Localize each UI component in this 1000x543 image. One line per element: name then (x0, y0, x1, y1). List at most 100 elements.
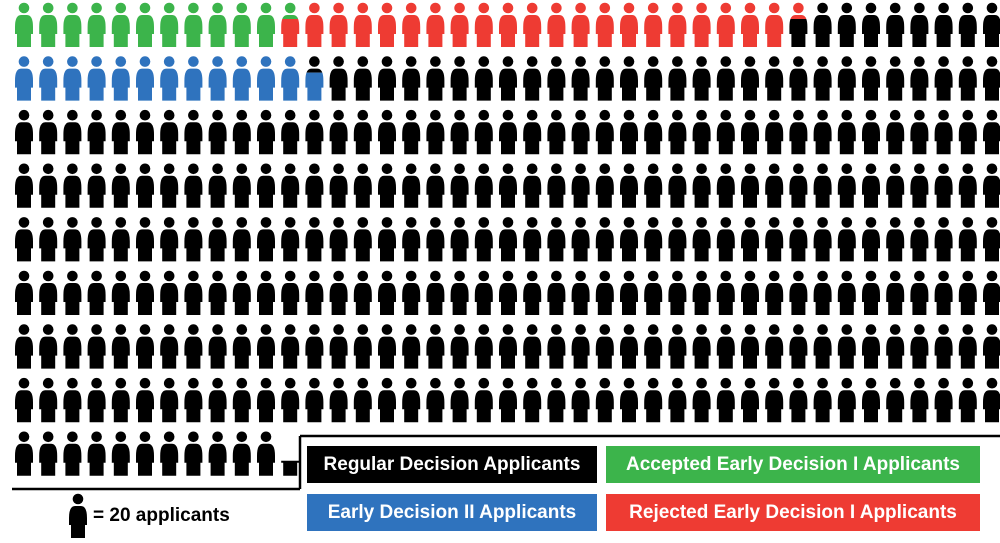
person-icon-regular (15, 109, 33, 155)
person-icon-regular (378, 324, 396, 369)
person-icon-regular (862, 324, 880, 369)
person-icon-rejected-ed1 (499, 2, 517, 47)
person-icon-regular (305, 217, 324, 262)
person-icon-regular (644, 377, 663, 423)
person-icon-ed2 (87, 56, 106, 101)
person-icon-regular (910, 109, 929, 155)
person-icon-regular (765, 217, 784, 262)
person-icon-regular (111, 377, 130, 423)
person-icon-regular (765, 109, 784, 155)
person-icon-regular (160, 217, 179, 262)
person-icon-regular (910, 163, 929, 208)
person-icon-regular (281, 109, 300, 155)
person-icon-regular (837, 217, 856, 262)
person-icon-regular (329, 270, 348, 315)
person-icon-regular (668, 56, 687, 101)
person-icon-rejected-ed1-half (281, 19, 300, 47)
person-icon-accepted-ed1-half (282, 2, 299, 19)
person-icon-regular (353, 270, 372, 315)
person-icon-regular (184, 163, 203, 208)
person-icon-regular (958, 109, 977, 155)
person-icon-regular (353, 163, 372, 208)
person-icon-regular (862, 270, 880, 315)
person-icon-regular (716, 377, 735, 423)
person-icon-regular (474, 377, 493, 423)
person-icon-regular (232, 431, 251, 476)
person-icon-regular (813, 109, 832, 155)
person-icon-regular (789, 163, 808, 208)
legend-label-accepted-ed1: Accepted Early Decision I Applicants (626, 454, 960, 475)
person-icon-regular (257, 217, 275, 262)
person-icon-regular (789, 270, 808, 315)
person-icon-regular (39, 431, 58, 476)
person-icon-regular (474, 56, 493, 101)
person-icon-regular (983, 324, 1000, 369)
person-icon-regular (813, 217, 832, 262)
person-icon-regular (934, 324, 953, 369)
person-icon-regular (716, 324, 735, 369)
person-icon-regular (426, 324, 445, 369)
person-icon-regular (15, 324, 33, 369)
person-icon-ed2 (257, 56, 275, 101)
person-icon-regular (499, 56, 517, 101)
person-icon-regular (620, 324, 638, 369)
person-icon-regular (208, 377, 227, 423)
person-icon-ed2 (63, 56, 82, 101)
person-icon-regular (15, 217, 33, 262)
person-icon-regular (765, 270, 784, 315)
person-icon-rejected-ed1 (571, 2, 590, 47)
person-icon-regular (837, 377, 856, 423)
person-icon-regular (765, 324, 784, 369)
person-icon-regular (595, 109, 614, 155)
person-icon-accepted-ed1 (208, 2, 227, 47)
person-icon-regular (789, 56, 808, 101)
person-icon-regular (813, 56, 832, 101)
legend-label-rejected-ed1: Rejected Early Decision I Applicants (629, 502, 957, 523)
person-icon-regular (402, 163, 421, 208)
person-icon-regular (620, 109, 638, 155)
person-icon-regular (741, 109, 759, 155)
person-icon-regular (620, 56, 638, 101)
person-icon-regular (595, 56, 614, 101)
person-icon-regular (644, 270, 663, 315)
person-icon-regular (39, 217, 58, 262)
person-icon-regular (402, 56, 421, 101)
person-icon-regular (15, 377, 33, 423)
person-icon-regular (329, 377, 348, 423)
person-icon-regular (668, 217, 687, 262)
person-icon-regular (692, 163, 711, 208)
legend-item-ed2: Early Decision II Applicants (307, 494, 597, 531)
person-icon-regular (63, 324, 82, 369)
person-icon-regular (39, 163, 58, 208)
person-icon-rejected-ed1 (741, 2, 759, 47)
person-icon-regular-part (306, 56, 323, 73)
person-icon-regular (837, 56, 856, 101)
person-icon-regular (63, 377, 82, 423)
person-icon-regular (571, 109, 590, 155)
person-icon-regular (136, 377, 154, 423)
person-icon-regular (862, 377, 880, 423)
person-icon-regular (378, 163, 396, 208)
person-icon-regular (281, 270, 300, 315)
person-icon-regular (160, 324, 179, 369)
person-icon-regular (63, 270, 82, 315)
person-icon-regular (886, 163, 905, 208)
legend-swatch-rejected-ed1 (606, 494, 980, 531)
person-icon-regular (450, 109, 469, 155)
person-icon-regular (353, 377, 372, 423)
person-icon-regular (450, 217, 469, 262)
person-icon-regular (329, 217, 348, 262)
person-icon-regular (668, 377, 687, 423)
person-icon-ed2 (39, 56, 58, 101)
person-icon-regular (910, 324, 929, 369)
person-icon-regular (668, 109, 687, 155)
person-icon-regular (789, 109, 808, 155)
person-icon-regular (789, 324, 808, 369)
person-icon-rejected-ed1 (668, 2, 687, 47)
person-icon-regular (136, 109, 154, 155)
person-icon-regular (886, 377, 905, 423)
person-icon-regular (620, 217, 638, 262)
person-icon-accepted-ed1 (232, 2, 251, 47)
person-icon-regular (257, 270, 275, 315)
person-icon-regular (741, 163, 759, 208)
